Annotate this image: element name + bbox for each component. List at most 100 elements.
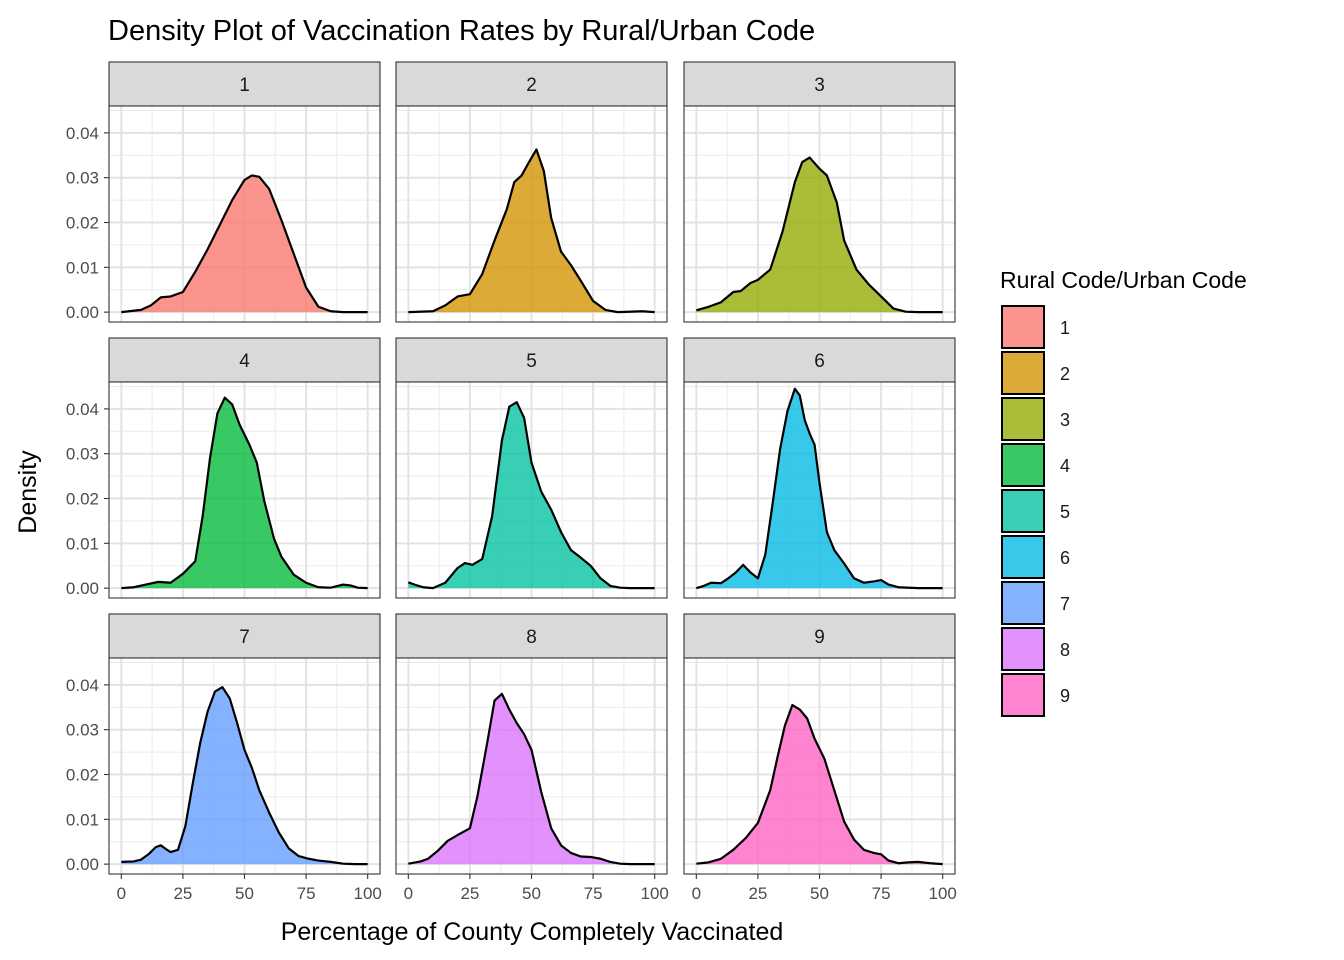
facet-panel-4: 4 0.00 0.01 0.02 0.03 0.04 bbox=[66, 337, 381, 599]
legend-keys: 1 2 3 4 5 6 7 8 9 bbox=[1001, 305, 1070, 717]
legend-key bbox=[1001, 535, 1045, 579]
legend-item-8: 8 bbox=[1001, 627, 1070, 671]
y-tick-label: 0.03 bbox=[66, 721, 99, 740]
density-area-5 bbox=[408, 402, 655, 589]
density-line-4 bbox=[121, 396, 368, 590]
facet-panel-9: 9 0 25 50 75 100 bbox=[683, 613, 957, 903]
facet-strip-label: 1 bbox=[239, 75, 250, 96]
density-area-3 bbox=[696, 157, 943, 313]
panel-border bbox=[108, 381, 381, 599]
facet-strip-label: 5 bbox=[526, 351, 537, 372]
y-tick-label: 0.02 bbox=[66, 766, 99, 785]
legend-item-6: 6 bbox=[1001, 535, 1070, 579]
facet-strip-label: 8 bbox=[526, 627, 537, 648]
x-tick-label: 75 bbox=[584, 884, 603, 903]
facet-panel-6: 6 bbox=[683, 337, 956, 599]
legend-item-3: 3 bbox=[1001, 397, 1070, 441]
chart-title: Density Plot of Vaccination Rates by Rur… bbox=[108, 15, 815, 47]
panel-border bbox=[683, 105, 956, 323]
x-axis-title: Percentage of County Completely Vaccinat… bbox=[281, 918, 784, 946]
legend-label: 8 bbox=[1060, 640, 1070, 660]
legend-label: 3 bbox=[1060, 410, 1070, 430]
facet-strip-label: 2 bbox=[526, 75, 537, 96]
panel-border bbox=[395, 105, 668, 323]
facet-panel-5: 5 bbox=[395, 337, 668, 599]
legend-item-1: 1 bbox=[1001, 305, 1070, 349]
x-tick-label: 50 bbox=[522, 884, 541, 903]
density-line-9 bbox=[696, 703, 943, 866]
facet-panel-1: 1 0.00 0.01 0.02 0.03 0.04 bbox=[66, 61, 381, 323]
facet-strip bbox=[108, 613, 381, 659]
x-tick-label: 25 bbox=[460, 884, 479, 903]
x-tick-label: 0 bbox=[404, 884, 413, 903]
y-tick-label: 0.02 bbox=[66, 214, 99, 233]
y-tick-label: 0.04 bbox=[66, 124, 99, 143]
density-line-5 bbox=[407, 401, 655, 590]
facet-panel-7: 7 0.00 0.01 0.02 0.03 0.04 0 25 50 75 100 bbox=[66, 613, 382, 903]
legend-key bbox=[1001, 627, 1045, 671]
y-axis-title: Density bbox=[14, 450, 42, 534]
facet-strip-label: 6 bbox=[814, 351, 825, 372]
x-tick-label: 75 bbox=[872, 884, 891, 903]
legend: Rural Code/Urban Code 1 2 3 4 5 6 7 8 9 bbox=[1000, 267, 1247, 717]
density-line-8 bbox=[408, 692, 655, 866]
facet-strip-label: 4 bbox=[239, 351, 250, 372]
facet-panel-8: 8 0 25 50 75 100 bbox=[395, 613, 669, 903]
legend-item-4: 4 bbox=[1001, 443, 1070, 487]
panel-border bbox=[108, 105, 381, 323]
y-tick-label: 0.01 bbox=[66, 258, 99, 277]
panel-border bbox=[683, 381, 956, 599]
legend-key bbox=[1001, 443, 1045, 487]
facet-panel-2: 2 bbox=[395, 61, 668, 323]
x-tick-label: 25 bbox=[173, 884, 192, 903]
density-area-7 bbox=[121, 687, 368, 865]
panel-border bbox=[395, 381, 668, 599]
x-tick-label: 75 bbox=[297, 884, 316, 903]
x-tick-label: 100 bbox=[640, 884, 668, 903]
facet-strip bbox=[395, 337, 668, 383]
legend-key bbox=[1001, 397, 1045, 441]
facet-strip bbox=[395, 613, 668, 659]
legend-label: 6 bbox=[1060, 548, 1070, 568]
density-line-3 bbox=[696, 156, 943, 314]
legend-label: 4 bbox=[1060, 456, 1070, 476]
y-tick-label: 0.00 bbox=[66, 303, 99, 322]
facet-strip-label: 9 bbox=[814, 627, 825, 648]
y-tick-label: 0.04 bbox=[66, 400, 99, 419]
facet-strip-label: 3 bbox=[814, 75, 825, 96]
legend-label: 5 bbox=[1060, 502, 1070, 522]
facet-panels: 1 0.00 0.01 0.02 0.03 0.04 2 3 4 0.00 0.01 0.02 0.03… bbox=[66, 61, 957, 903]
y-tick-label: 0.00 bbox=[66, 855, 99, 874]
legend-key bbox=[1001, 673, 1045, 717]
facet-strip-label: 7 bbox=[239, 627, 250, 648]
y-tick-label: 0.01 bbox=[66, 810, 99, 829]
legend-item-2: 2 bbox=[1001, 351, 1070, 395]
facet-strip bbox=[683, 613, 956, 659]
facet-strip bbox=[683, 337, 956, 383]
x-tick-label: 25 bbox=[748, 884, 767, 903]
density-area-8 bbox=[408, 693, 655, 865]
facet-strip bbox=[395, 61, 668, 107]
facet-strip bbox=[108, 61, 381, 107]
density-area-2 bbox=[408, 149, 655, 313]
x-tick-label: 50 bbox=[810, 884, 829, 903]
legend-title: Rural Code/Urban Code bbox=[1000, 267, 1247, 293]
legend-key bbox=[1001, 581, 1045, 625]
x-tick-label: 0 bbox=[117, 884, 126, 903]
y-tick-label: 0.00 bbox=[66, 579, 99, 598]
legend-key bbox=[1001, 351, 1045, 395]
legend-item-5: 5 bbox=[1001, 489, 1070, 533]
y-tick-label: 0.01 bbox=[66, 534, 99, 553]
density-line-7 bbox=[121, 686, 368, 866]
legend-label: 7 bbox=[1060, 594, 1070, 614]
legend-item-7: 7 bbox=[1001, 581, 1070, 625]
x-tick-label: 100 bbox=[353, 884, 381, 903]
legend-label: 2 bbox=[1060, 364, 1070, 384]
facet-strip bbox=[108, 337, 381, 383]
density-area-1 bbox=[121, 175, 368, 313]
y-tick-label: 0.02 bbox=[66, 490, 99, 509]
legend-key bbox=[1001, 489, 1045, 533]
density-line-1 bbox=[121, 174, 368, 314]
density-line-6 bbox=[696, 387, 943, 590]
legend-label: 9 bbox=[1060, 686, 1070, 706]
